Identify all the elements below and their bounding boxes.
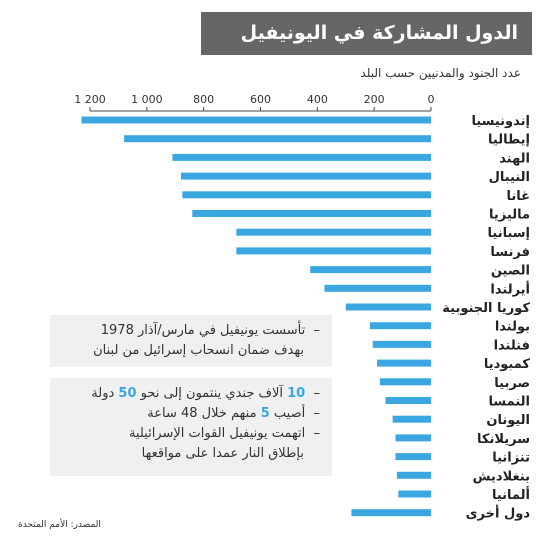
category-label: النمسا [489, 395, 530, 410]
bar [398, 490, 431, 498]
category-label: غانا [506, 189, 530, 204]
chart-title: الدول المشاركة في اليونيفيل [201, 12, 532, 55]
bar [385, 397, 431, 404]
bar [172, 153, 432, 161]
category-label: بنغلاديش [473, 469, 530, 484]
bar [192, 210, 431, 217]
category-label: ماليزيا [489, 208, 530, 223]
category-label: ألمانيا [492, 486, 530, 503]
note-founding-line2: بهدف ضمان انسحاب إسرائيل من لبنان [93, 343, 304, 358]
category-label: صربيا [494, 376, 530, 391]
note-founding-line1: – تأسست يونيفيل في مارس/آذار 1978 [100, 323, 320, 338]
note-founding: – تأسست يونيفيل في مارس/آذار 1978 بهدف ض… [50, 315, 332, 367]
category-label: أيرلندا [490, 280, 530, 297]
x-tick-label: 800 [193, 93, 214, 106]
category-label: سريلانكا [477, 432, 530, 447]
category-label: دول أخرى [466, 505, 531, 522]
category-label: الصين [491, 264, 530, 279]
note-facts-line3: – اتهمت يونيفيل القوات الإسرائيلية [128, 426, 320, 441]
note-facts-line4: بإطلاق النار عمدا على مواقعها [141, 446, 304, 461]
bar [369, 322, 431, 330]
category-label: فنلندا [494, 338, 530, 353]
chart-subtitle: عدد الجنود والمدنيين حسب البلد [360, 66, 522, 80]
category-label: اليونان [486, 413, 530, 428]
x-tick-label: 0 [428, 93, 435, 106]
category-label: الهند [499, 151, 530, 166]
bar [182, 191, 431, 199]
note-facts-line2: – أصيب 5 منهم خلال 48 ساعة [147, 406, 320, 421]
bar [81, 116, 431, 124]
bar [236, 228, 431, 236]
bar [395, 453, 431, 461]
bar [392, 415, 431, 423]
bar [345, 303, 431, 311]
x-tick-label: 600 [250, 93, 271, 106]
bar [324, 284, 431, 292]
category-label: النيبال [489, 170, 530, 185]
category-label: إندونيسيا [471, 114, 530, 129]
source-note: المصدر: الأمم المتحدة [18, 520, 101, 530]
x-tick-label: 1 200 [74, 93, 106, 106]
bar [379, 378, 431, 386]
category-label: كمبوديا [484, 357, 531, 372]
category-label: إيطاليا [488, 133, 530, 148]
bar [396, 471, 431, 479]
bar [372, 340, 431, 348]
note-facts: – 10 آلاف جندي ينتمون إلى نحو 50 دولة – … [50, 378, 332, 476]
category-label: إسبانيا [488, 226, 531, 241]
bar [124, 135, 431, 143]
category-label: فرنسا [490, 245, 530, 260]
category-label: كوريا الجنوبية [442, 301, 530, 316]
bar [395, 434, 431, 442]
note-facts-line1: – 10 آلاف جندي ينتمون إلى نحو 50 دولة [91, 386, 320, 401]
bar [310, 266, 431, 274]
x-tick-label: 1 000 [131, 93, 163, 106]
category-label: تنزانيا [492, 451, 530, 466]
bar [180, 172, 431, 180]
x-tick-label: 200 [364, 93, 385, 106]
bar [351, 509, 431, 517]
category-label: بولندا [495, 320, 530, 335]
bar [377, 359, 431, 367]
x-tick-label: 400 [307, 93, 328, 106]
bar [236, 247, 431, 255]
